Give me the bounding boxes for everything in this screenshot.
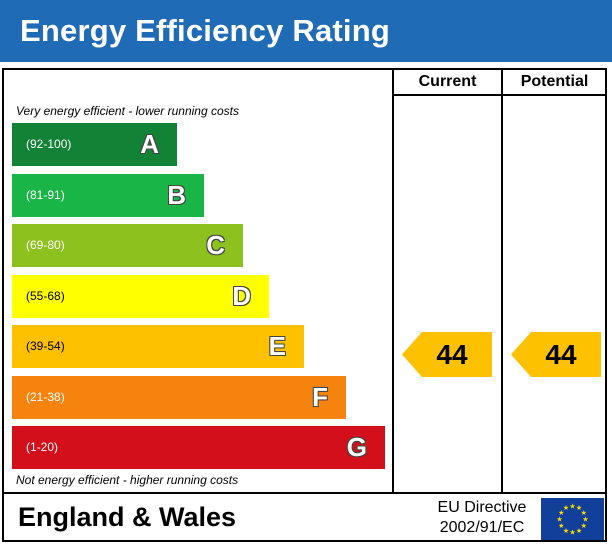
note-inefficient: Not energy efficient - higher running co… <box>16 473 239 487</box>
eu-star-icon: ★ <box>576 504 582 512</box>
divider-header <box>392 94 606 96</box>
eu-star-icon: ★ <box>556 516 562 524</box>
potential-arrow-shape <box>511 332 601 377</box>
rating-range-label: (81-91) <box>26 187 65 202</box>
eu-star-icon: ★ <box>581 509 587 517</box>
eu-star-icon: ★ <box>582 516 588 524</box>
page-title: Energy Efficiency Rating <box>20 13 391 48</box>
rating-band-letter: C <box>206 230 225 260</box>
rating-range-label: (69-80) <box>26 238 65 252</box>
directive-line-2: 2002/91/EC <box>439 519 525 536</box>
eu-star-icon: ★ <box>569 529 575 537</box>
rating-bar-f: (21-38) F <box>12 375 346 419</box>
potential-rating-value: 44 <box>545 339 577 370</box>
rating-frame <box>2 68 607 542</box>
eu-stars-icon: ★ ★★★★★★★★★★★ <box>556 503 588 537</box>
eu-directive: EU Directive 2002/91/EC <box>430 498 534 538</box>
eu-star-icon: ★ <box>558 522 564 530</box>
rating-bar-g: (1-20) G <box>12 426 385 469</box>
region-label: England & Wales <box>18 502 237 532</box>
eu-star-icon: ★ <box>576 527 582 535</box>
eu-star-icon: ★ <box>558 509 564 517</box>
rating-band-letter: G <box>346 432 367 462</box>
rating-band-letter: B <box>167 179 186 210</box>
column-header-potential: Potential <box>520 73 589 90</box>
current-arrow-shape <box>402 332 492 377</box>
rating-range-label: (39-54) <box>26 339 65 353</box>
rating-band-letter: D <box>232 280 251 311</box>
rating-bar-c: (69-80) C <box>12 224 243 267</box>
rating-bar-a: (92-100) A <box>12 123 177 166</box>
note-efficient: Very energy efficient - lower running co… <box>16 104 239 118</box>
rating-bar-b: (81-91) B <box>12 173 204 217</box>
eu-star-icon: ★ <box>569 503 575 511</box>
eu-star-icon: ★ <box>563 504 569 512</box>
directive-line-1: EU Directive <box>437 499 527 516</box>
divider-potential-left <box>501 68 503 494</box>
eu-flag-icon: ★ ★ ★ ★ ★ ★ ★ ★ ★ ★ ★ ★ <box>541 498 604 540</box>
column-header-current: Current <box>418 73 477 90</box>
rating-bar-d: (55-68) D <box>12 274 269 318</box>
rating-band-letter: E <box>268 331 286 361</box>
eu-star-icon: ★ <box>581 522 587 530</box>
rating-band-letter: F <box>312 381 328 412</box>
rating-bar-e: (39-54) E <box>12 325 304 368</box>
current-rating-value: 44 <box>436 339 468 370</box>
rating-range-label: (92-100) <box>26 137 72 151</box>
divider-footer <box>2 492 607 494</box>
eu-star-icon: ★ <box>563 527 569 535</box>
rating-range-label: (1-20) <box>26 440 59 454</box>
rating-band-letter: A <box>140 129 159 159</box>
rating-range-label: (21-38) <box>26 389 65 404</box>
current-rating-indicator: 44 <box>402 332 492 377</box>
rating-range-label: (55-68) <box>26 288 65 303</box>
divider-current-left <box>392 68 394 494</box>
header-banner: Energy Efficiency Rating <box>0 0 612 62</box>
potential-rating-indicator: 44 <box>511 332 601 377</box>
